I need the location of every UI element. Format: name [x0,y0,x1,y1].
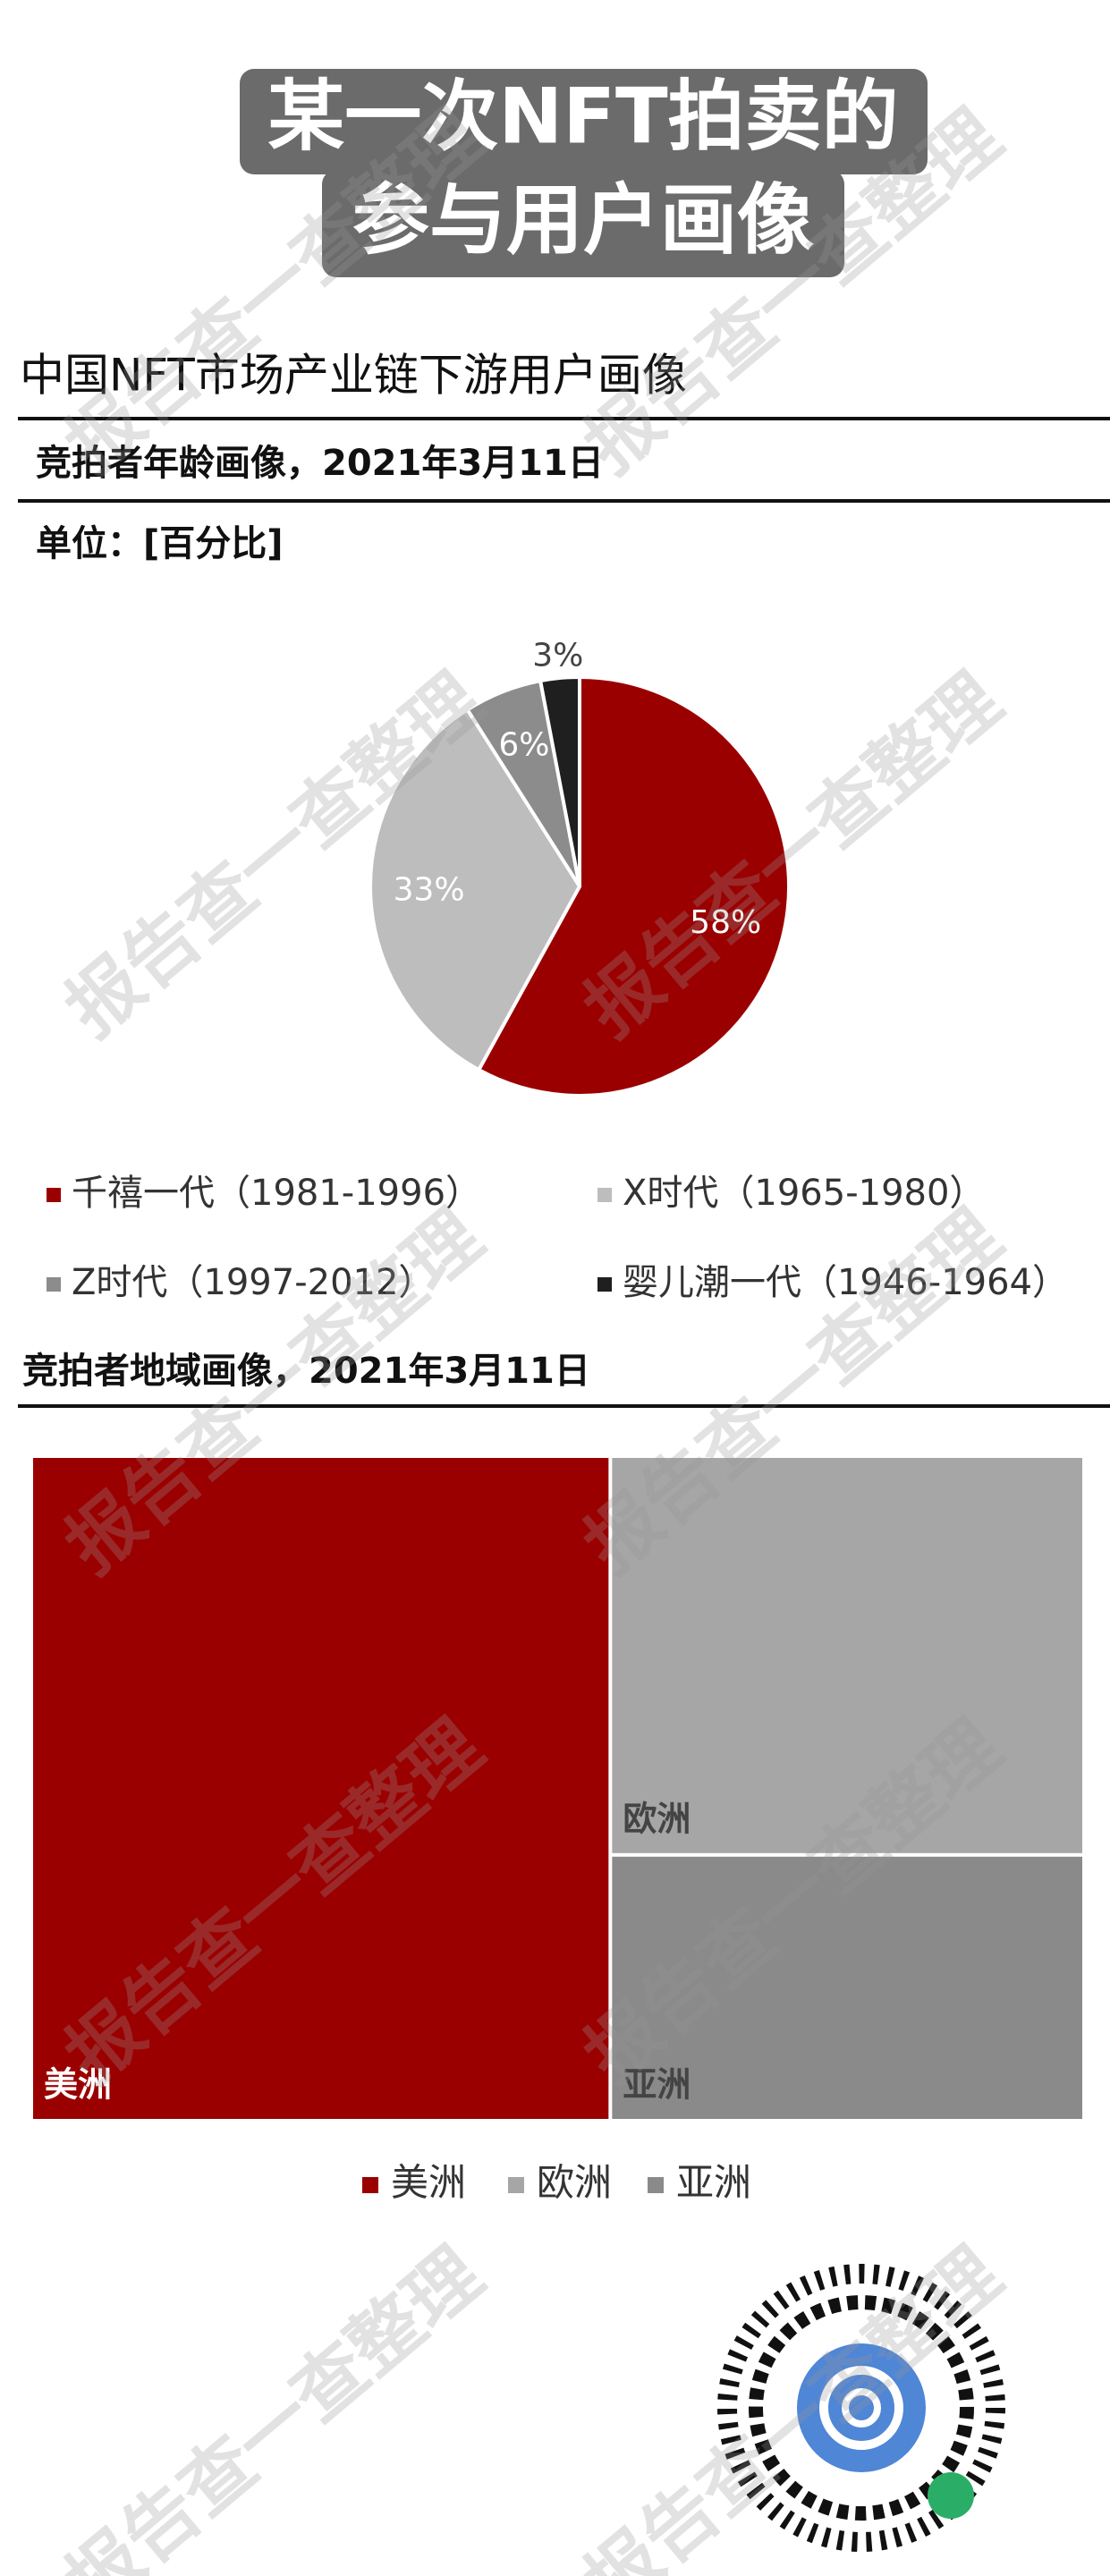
data-label: 3% [532,638,583,674]
legend-label: X时代（1965-1980） [623,1173,985,1214]
rule [18,1404,1110,1408]
legend-label: 欧洲 [537,2161,612,2205]
legend-label: 亚洲 [676,2161,751,2205]
pie-slice [538,674,581,887]
title-box [322,170,844,277]
watermark: 报告查一查整理 [569,2232,1017,2576]
cell-label: 亚洲 [623,2065,691,2105]
title-box [240,69,928,174]
report-title: 中国NFT市场产业链下游用户画像 [20,350,687,402]
pie-slice [476,674,791,1097]
treemap-cell [33,1458,609,2119]
treemap-cell [612,1458,1082,1853]
legend-marker [508,2177,524,2193]
legend-label: 婴儿潮一代（1946-1964） [623,1262,1068,1303]
legend-label: 千禧一代（1981-1996） [72,1173,481,1214]
cell-label: 欧洲 [623,1799,691,1838]
legend-marker [648,2177,664,2193]
watermark: 报告查一查整理 [50,2232,498,2576]
page-title: 某一次NFT拍卖的 [267,72,898,161]
cell-label: 美洲 [44,2065,112,2105]
legend-marker [362,2177,378,2193]
chart-subtitle: 单位：[百分比] [36,523,284,564]
rule [18,499,1110,503]
data-label: 33% [394,871,465,908]
treemap-cell [612,1856,1082,2119]
data-label: 6% [498,726,549,763]
chart-title: 竞拍者地域画像，2021年3月11日 [22,1351,590,1392]
page-title: 参与用户画像 [352,175,814,265]
legend-marker [47,1188,61,1202]
legend-marker [47,1277,61,1292]
data-label: 58% [690,904,761,941]
pie-slice [368,707,582,1072]
legend-label: 美洲 [391,2161,466,2205]
rule [18,417,1110,420]
qr-code [717,2264,1005,2552]
chart-title: 竞拍者年龄画像，2021年3月11日 [36,443,604,484]
legend-marker [597,1277,612,1292]
legend-label: Z时代（1997-2012） [72,1262,434,1303]
legend-marker [597,1188,612,1202]
